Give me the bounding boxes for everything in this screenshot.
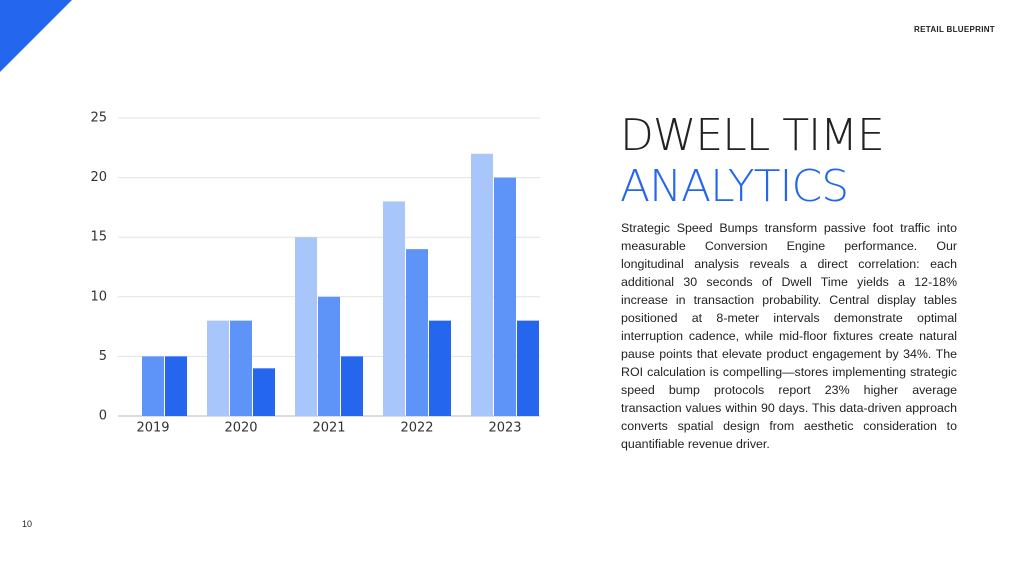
bar [165, 356, 187, 416]
x-tick-label: 2021 [312, 421, 345, 436]
page-number: 10 [22, 519, 33, 529]
bar [230, 320, 252, 416]
bar [318, 296, 340, 416]
bar [207, 320, 229, 416]
y-tick-label: 5 [99, 349, 107, 364]
bar [471, 153, 493, 416]
corner-decoration [0, 0, 72, 72]
x-tick-label: 2020 [224, 421, 257, 436]
title-line: DWELL TIME [620, 110, 885, 161]
y-tick-label: 25 [90, 111, 107, 126]
bar [429, 320, 451, 416]
x-tick-label: 2019 [136, 421, 169, 436]
y-tick-label: 20 [90, 170, 107, 185]
bar [494, 177, 516, 416]
body-text: Strategic Speed Bumps transform passive … [621, 221, 957, 451]
bar [517, 320, 539, 416]
x-tick-label: 2023 [488, 421, 521, 436]
bar [142, 356, 164, 416]
y-tick-label: 10 [90, 289, 107, 304]
brand: RETAIL BLUEPRINT [914, 25, 995, 34]
y-tick-label: 0 [99, 409, 107, 424]
bar [295, 237, 317, 416]
title-line: ANALYTICS [620, 161, 849, 212]
chart: 0 5 10 15 20 25 2019 2020 2021 2022 2023 [90, 111, 540, 436]
bar [341, 356, 363, 416]
bar [383, 201, 405, 416]
bar [253, 368, 275, 416]
bar [406, 249, 428, 416]
y-tick-label: 15 [90, 230, 107, 245]
x-tick-label: 2022 [400, 421, 433, 436]
